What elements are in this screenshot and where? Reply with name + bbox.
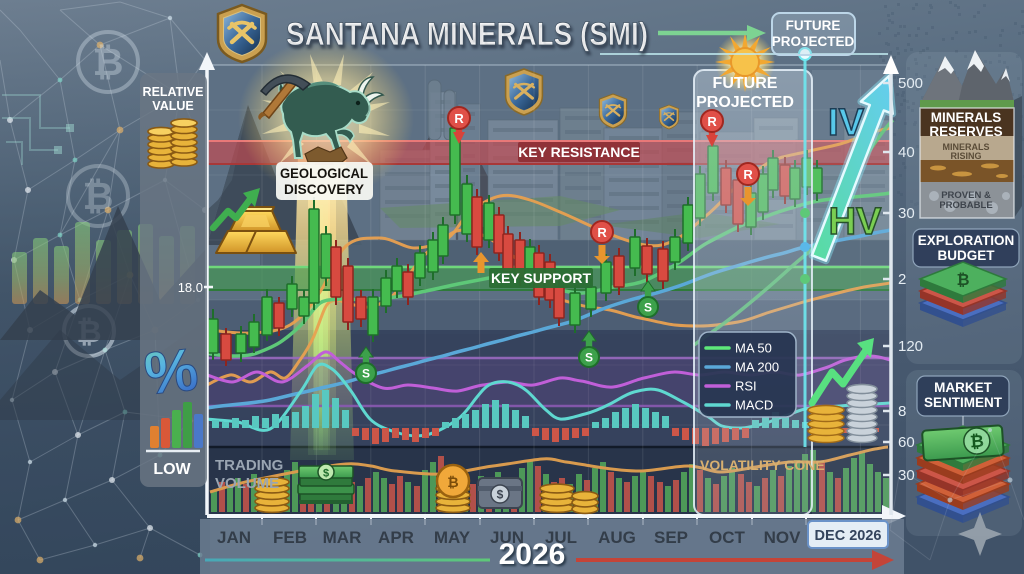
svg-text:APR: APR: [378, 528, 414, 547]
svg-text:PROBABLE: PROBABLE: [939, 200, 992, 211]
svg-text:FEB: FEB: [273, 528, 307, 547]
svg-text:TRADING: TRADING: [215, 457, 283, 474]
svg-text:PROVEN &: PROVEN &: [941, 190, 991, 201]
svg-text:R: R: [597, 225, 607, 240]
svg-text:NOV: NOV: [764, 528, 802, 547]
svg-text:2026: 2026: [499, 538, 566, 571]
svg-text:%: %: [141, 335, 201, 407]
svg-text:SENTIMENT: SENTIMENT: [924, 395, 1003, 410]
svg-text:MAR: MAR: [323, 528, 362, 547]
svg-text:KEY RESISTANCE: KEY RESISTANCE: [518, 144, 640, 160]
svg-text:LOW: LOW: [153, 461, 191, 478]
svg-text:VALUE: VALUE: [152, 99, 193, 113]
svg-text:2: 2: [898, 271, 906, 288]
svg-text:120: 120: [898, 338, 923, 355]
svg-text:₿: ₿: [447, 474, 458, 490]
svg-text:FUTURE: FUTURE: [713, 75, 778, 92]
svg-text:40: 40: [898, 144, 915, 161]
svg-text:R: R: [454, 111, 464, 126]
svg-text:R: R: [743, 167, 753, 182]
svg-text:FUTURE: FUTURE: [786, 18, 841, 33]
svg-text:EXPLORATION: EXPLORATION: [918, 233, 1015, 248]
svg-text:VOLATILITY CONE: VOLATILITY CONE: [700, 457, 825, 473]
svg-text:GEOLOGICAL: GEOLOGICAL: [280, 165, 368, 181]
svg-text:KEY SUPPORT: KEY SUPPORT: [491, 270, 592, 286]
svg-text:S: S: [362, 367, 370, 381]
svg-text:JUN: JUN: [490, 528, 524, 547]
svg-text:₿: ₿: [956, 271, 969, 289]
svg-text:MAY: MAY: [434, 528, 471, 547]
svg-text:AUG: AUG: [598, 528, 636, 547]
svg-text:OCT: OCT: [709, 528, 746, 547]
svg-text:DEC 2026: DEC 2026: [815, 528, 882, 544]
svg-text:18.0: 18.0: [178, 280, 203, 295]
svg-text:SEP: SEP: [654, 528, 688, 547]
svg-text:PROJECTED: PROJECTED: [696, 94, 794, 111]
svg-text:SANTANA MINERALS (SMI): SANTANA MINERALS (SMI): [286, 16, 648, 52]
svg-text:MINERALS: MINERALS: [943, 142, 990, 152]
svg-text:JAN: JAN: [217, 528, 251, 547]
svg-text:DISCOVERY: DISCOVERY: [284, 181, 365, 197]
svg-text:RELATIVE: RELATIVE: [143, 85, 204, 99]
svg-text:$: $: [323, 468, 329, 480]
svg-text:RSI: RSI: [735, 379, 757, 394]
svg-text:IV: IV: [828, 102, 865, 144]
svg-text:HV: HV: [829, 201, 882, 243]
svg-text:S: S: [644, 301, 652, 315]
svg-text:PROJECTED: PROJECTED: [772, 34, 855, 49]
svg-text:8: 8: [898, 403, 906, 420]
svg-text:R: R: [707, 114, 717, 129]
svg-text:500: 500: [898, 75, 923, 92]
svg-text:60: 60: [898, 434, 915, 451]
svg-text:MA 50: MA 50: [735, 341, 772, 356]
svg-text:$: $: [497, 488, 504, 502]
svg-text:MACD: MACD: [735, 398, 773, 413]
svg-text:VOLUME: VOLUME: [215, 475, 279, 492]
svg-text:JUL: JUL: [545, 528, 577, 547]
svg-text:BUDGET: BUDGET: [938, 248, 996, 263]
svg-text:30: 30: [898, 205, 915, 222]
svg-text:₿: ₿: [83, 176, 114, 218]
svg-text:RISING: RISING: [950, 151, 981, 161]
svg-text:MARKET: MARKET: [934, 380, 992, 395]
svg-text:30: 30: [898, 467, 915, 484]
svg-text:₿: ₿: [93, 42, 124, 84]
svg-text:MINERALS: MINERALS: [931, 110, 1002, 125]
svg-text:MA 200: MA 200: [735, 360, 779, 375]
svg-text:S: S: [585, 351, 593, 365]
svg-text:RESERVES: RESERVES: [929, 124, 1002, 139]
svg-text:₿: ₿: [969, 432, 984, 452]
